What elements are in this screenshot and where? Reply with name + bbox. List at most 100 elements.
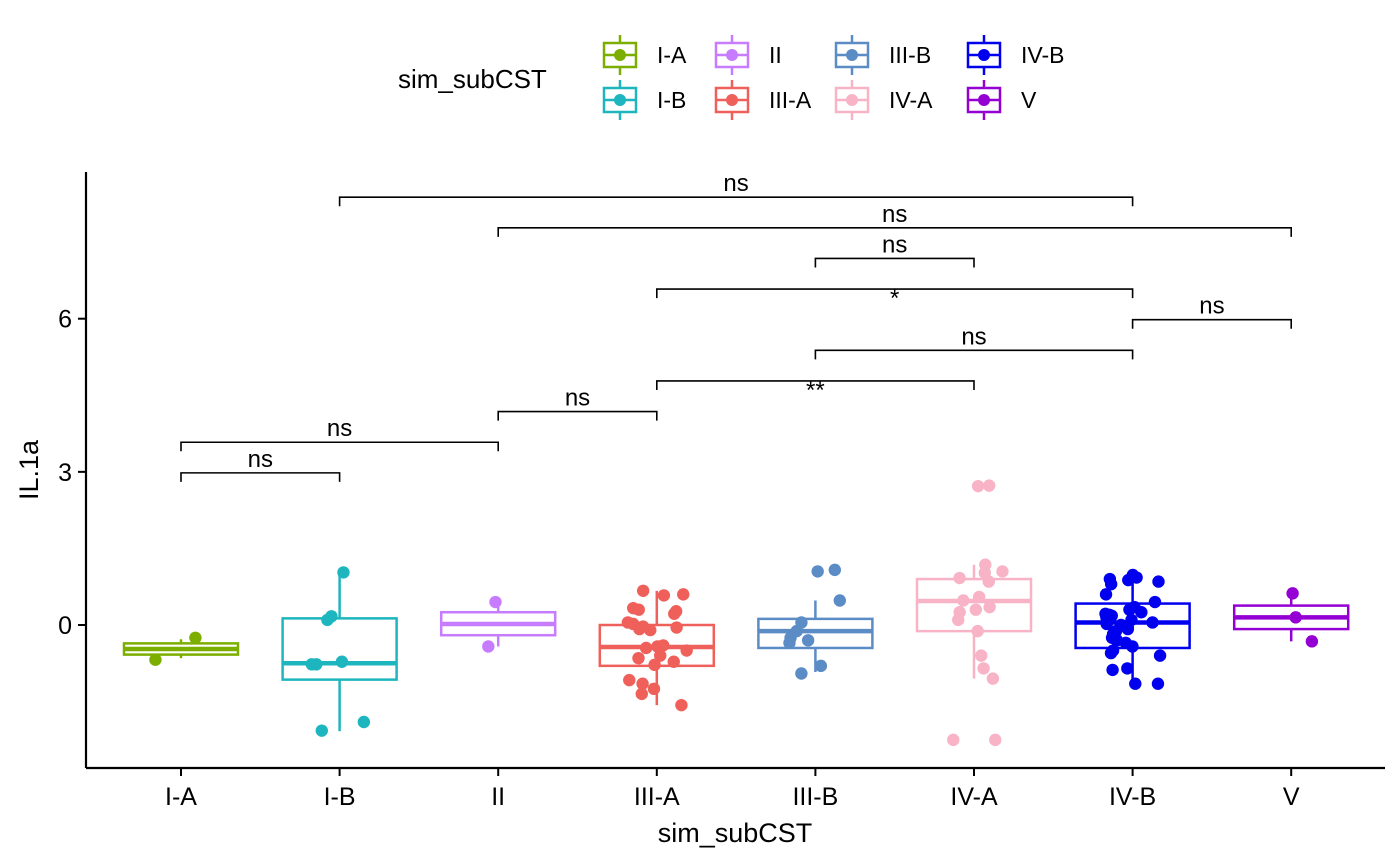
data-point bbox=[971, 479, 985, 493]
data-point bbox=[811, 565, 824, 578]
legend-entry-iv-a: IV-A bbox=[834, 80, 933, 120]
comparison-iii-a-iv-a: ** bbox=[656, 377, 975, 404]
data-point bbox=[989, 733, 1002, 747]
legend-key-point bbox=[726, 94, 738, 106]
data-point bbox=[680, 644, 693, 657]
data-point bbox=[1151, 677, 1165, 690]
box-i-a bbox=[122, 639, 240, 659]
legend-label: IV-A bbox=[889, 87, 933, 113]
box-iv-a bbox=[915, 564, 1033, 679]
points-i-a bbox=[149, 631, 202, 666]
data-point bbox=[667, 655, 680, 668]
data-point bbox=[321, 613, 334, 627]
comparison-bracket bbox=[814, 257, 975, 268]
legend-label: III-A bbox=[769, 87, 812, 113]
comparison-bracket bbox=[180, 441, 499, 452]
y-tick-label: 0 bbox=[58, 612, 72, 640]
data-point bbox=[1106, 663, 1119, 677]
data-point bbox=[647, 682, 661, 696]
data-point bbox=[632, 603, 645, 616]
comparison-label: ns bbox=[882, 201, 907, 228]
comparison-iii-b-iv-a: ns bbox=[814, 231, 975, 268]
data-point bbox=[1123, 603, 1136, 616]
legend-key-point bbox=[978, 49, 990, 61]
data-point bbox=[1121, 622, 1135, 636]
comparison-label: ns bbox=[961, 323, 986, 350]
data-point bbox=[1153, 649, 1167, 662]
data-point bbox=[489, 595, 502, 609]
y-tick-label: 3 bbox=[58, 459, 72, 487]
comparison-bracket bbox=[338, 196, 1134, 207]
legend-label: II bbox=[769, 42, 782, 68]
comparison-bracket bbox=[814, 349, 1134, 360]
comparison-bracket bbox=[497, 227, 1292, 237]
comparison-label: * bbox=[890, 285, 899, 312]
data-point bbox=[149, 653, 162, 666]
legend-label: III-B bbox=[889, 42, 931, 68]
comparison-label: ns bbox=[1199, 293, 1224, 320]
data-point bbox=[996, 565, 1009, 578]
comparison-label: ** bbox=[806, 377, 825, 404]
legend-entry-iii-a: III-A bbox=[714, 80, 812, 120]
data-point bbox=[982, 479, 996, 492]
data-point bbox=[654, 649, 667, 662]
data-point bbox=[636, 584, 650, 597]
y-tick-label: 6 bbox=[58, 306, 72, 334]
legend-entry-i-b: I-B bbox=[602, 80, 686, 120]
legend-label: V bbox=[1021, 87, 1037, 113]
comparison-bracket bbox=[180, 472, 341, 482]
points-iii-b bbox=[783, 563, 846, 680]
comparison-iii-b-iv-b: ns bbox=[814, 323, 1134, 360]
data-point bbox=[969, 603, 982, 616]
data-point bbox=[975, 649, 988, 662]
x-tick-label: II bbox=[491, 783, 505, 811]
data-point bbox=[833, 594, 846, 607]
data-point bbox=[972, 590, 986, 604]
comparison-i-b-iv-b: ns bbox=[338, 170, 1134, 207]
data-point bbox=[1148, 595, 1162, 609]
comparison-label: ns bbox=[882, 231, 907, 258]
comparison-i-a-ii: ns bbox=[180, 415, 499, 452]
data-point bbox=[305, 658, 318, 671]
points-iii-a bbox=[621, 584, 693, 712]
legend-key-point bbox=[846, 49, 858, 61]
comparison-i-a-i-b: ns bbox=[180, 446, 341, 482]
data-point bbox=[1122, 573, 1135, 587]
data-point bbox=[636, 677, 649, 690]
comparison-label: ns bbox=[327, 415, 352, 442]
x-tick-label: I-A bbox=[165, 783, 197, 811]
data-point bbox=[657, 589, 671, 602]
data-point bbox=[644, 623, 657, 637]
legend: sim_subCST I-A I-B II III-A III-B IV-A IV-B V bbox=[398, 35, 1064, 120]
data-point bbox=[982, 575, 995, 588]
points-iv-a bbox=[947, 479, 1009, 747]
data-point bbox=[668, 607, 681, 620]
points-i-b bbox=[305, 566, 371, 737]
legend-key-point bbox=[614, 94, 626, 106]
data-point bbox=[986, 672, 1000, 685]
comparison-bracket bbox=[1131, 318, 1292, 329]
legend-label: IV-B bbox=[1021, 42, 1064, 68]
data-point bbox=[1129, 677, 1142, 690]
comparison-bracket bbox=[656, 288, 1134, 299]
data-point bbox=[1305, 635, 1319, 648]
points-ii bbox=[482, 595, 502, 653]
data-point bbox=[1286, 587, 1299, 600]
data-point bbox=[1289, 611, 1302, 624]
data-point bbox=[1104, 646, 1118, 660]
comparison-bracket bbox=[656, 380, 975, 390]
data-point bbox=[677, 588, 690, 601]
comparison-ii-iii-a: ns bbox=[497, 385, 658, 421]
comparison-ii-v: ns bbox=[497, 201, 1292, 237]
legend-entry-v: V bbox=[966, 80, 1037, 120]
data-point bbox=[947, 733, 960, 747]
comparison-label: ns bbox=[565, 385, 590, 412]
data-point bbox=[1099, 588, 1113, 601]
x-tick-label: V bbox=[1283, 783, 1300, 811]
comparison-bracket bbox=[497, 410, 658, 421]
comparison-label: ns bbox=[723, 170, 748, 197]
data-point bbox=[953, 571, 966, 585]
data-point bbox=[957, 594, 970, 607]
box-iii-b bbox=[757, 600, 874, 672]
